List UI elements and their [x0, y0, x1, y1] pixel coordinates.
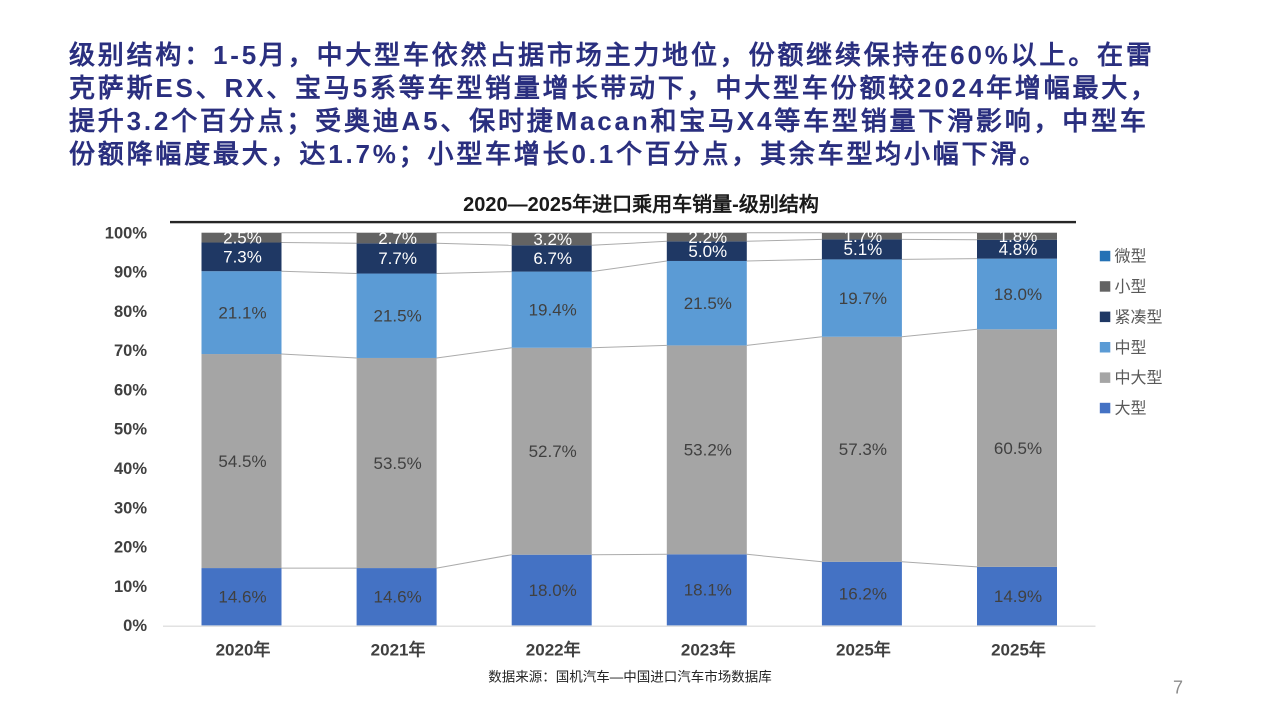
svg-text:2020—2025年进口乘用车销量-级别结构: 2020—2025年进口乘用车销量-级别结构: [463, 192, 819, 216]
svg-text:3.2%: 3.2%: [533, 230, 572, 249]
svg-text:16.2%: 16.2%: [839, 584, 887, 603]
svg-text:2.7%: 2.7%: [378, 229, 417, 248]
svg-text:2025年: 2025年: [991, 640, 1046, 660]
svg-text:4.8%: 4.8%: [999, 240, 1038, 259]
svg-text:7: 7: [1173, 678, 1183, 698]
svg-text:2020年: 2020年: [216, 640, 271, 660]
svg-text:14.9%: 14.9%: [994, 587, 1042, 606]
svg-text:80%: 80%: [114, 303, 147, 321]
svg-text:数据来源：国机汽车—中国进口汽车市场数据库: 数据来源：国机汽车—中国进口汽车市场数据库: [488, 669, 772, 685]
svg-text:21.1%: 21.1%: [218, 303, 266, 322]
svg-text:19.7%: 19.7%: [839, 289, 887, 308]
svg-text:小型: 小型: [1115, 278, 1147, 296]
svg-text:2023年: 2023年: [681, 640, 736, 660]
svg-text:100%: 100%: [105, 224, 148, 242]
svg-text:0%: 0%: [123, 617, 147, 635]
svg-text:21.5%: 21.5%: [373, 307, 421, 326]
svg-text:1.8%: 1.8%: [999, 227, 1038, 246]
svg-text:90%: 90%: [114, 264, 147, 282]
svg-text:20%: 20%: [114, 539, 147, 557]
svg-text:5.1%: 5.1%: [844, 240, 883, 259]
svg-text:6.7%: 6.7%: [533, 249, 572, 268]
svg-text:60.5%: 60.5%: [994, 439, 1042, 458]
svg-text:2021年: 2021年: [371, 640, 426, 660]
svg-text:7.3%: 7.3%: [223, 248, 262, 267]
svg-text:19.4%: 19.4%: [529, 301, 577, 320]
svg-text:30%: 30%: [114, 499, 147, 517]
svg-text:57.3%: 57.3%: [839, 440, 887, 459]
svg-text:40%: 40%: [114, 460, 147, 478]
svg-text:5.0%: 5.0%: [688, 242, 727, 261]
svg-text:紧凑型: 紧凑型: [1115, 308, 1163, 326]
svg-text:18.0%: 18.0%: [529, 581, 577, 600]
svg-text:53.2%: 53.2%: [684, 441, 732, 460]
svg-text:1.7%: 1.7%: [844, 227, 883, 246]
svg-text:10%: 10%: [114, 578, 147, 596]
svg-text:2025年: 2025年: [836, 640, 891, 660]
svg-text:53.5%: 53.5%: [373, 454, 421, 473]
svg-text:54.5%: 54.5%: [218, 452, 266, 471]
svg-text:微型: 微型: [1115, 248, 1147, 266]
svg-text:70%: 70%: [114, 342, 147, 360]
svg-text:中型: 中型: [1115, 339, 1147, 357]
svg-text:大型: 大型: [1115, 400, 1147, 418]
svg-text:中大型: 中大型: [1115, 369, 1163, 387]
svg-text:7.7%: 7.7%: [378, 249, 417, 268]
svg-text:2022年: 2022年: [526, 640, 581, 660]
svg-text:14.6%: 14.6%: [373, 588, 421, 607]
svg-text:18.0%: 18.0%: [994, 285, 1042, 304]
svg-text:2.5%: 2.5%: [223, 228, 262, 247]
svg-text:2.2%: 2.2%: [688, 228, 727, 247]
svg-text:21.5%: 21.5%: [684, 294, 732, 313]
svg-text:52.7%: 52.7%: [529, 442, 577, 461]
svg-text:50%: 50%: [114, 421, 147, 439]
svg-text:18.1%: 18.1%: [684, 581, 732, 600]
svg-text:14.6%: 14.6%: [218, 588, 266, 607]
svg-text:60%: 60%: [114, 382, 147, 400]
